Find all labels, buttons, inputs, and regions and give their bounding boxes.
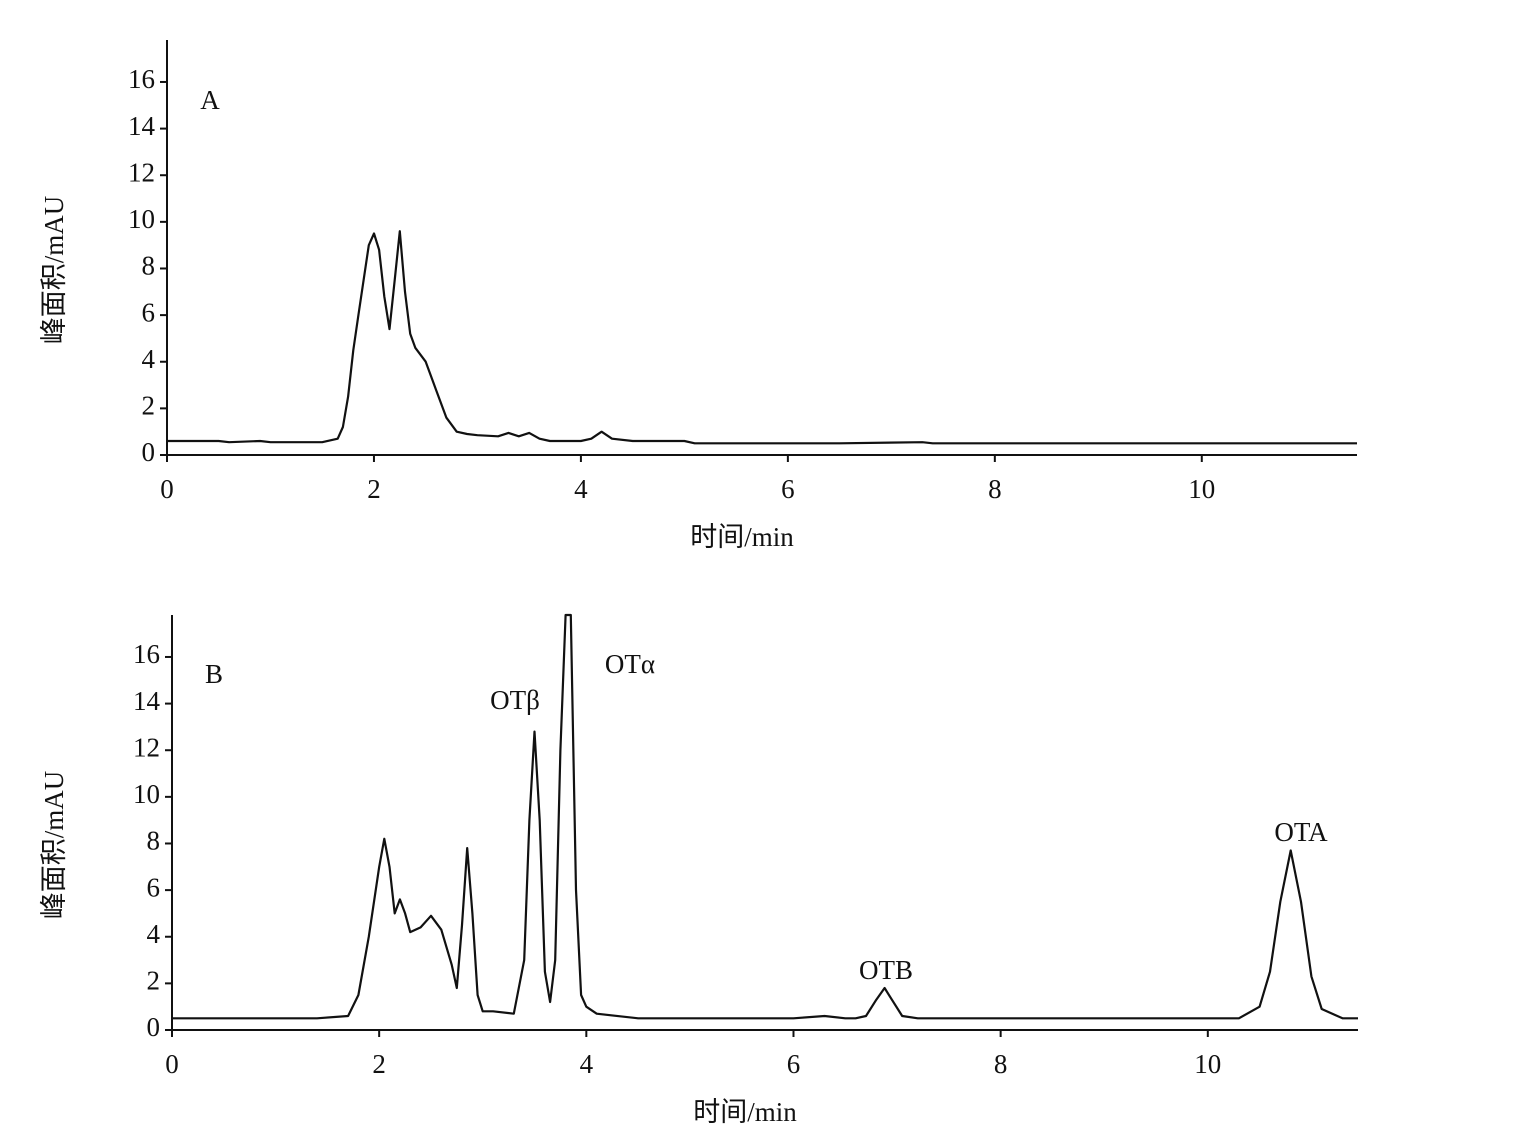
y-axis-label: 峰面积/mAU: [39, 196, 69, 345]
y-tick-label: 14: [133, 686, 161, 716]
y-tick-label: 12: [133, 732, 160, 762]
y-tick-label: 14: [128, 111, 156, 141]
x-tick-label: 8: [994, 1049, 1008, 1079]
y-tick-label: 10: [133, 779, 160, 809]
y-axis-label: 峰面积/mAU: [39, 771, 69, 920]
x-tick-label: 0: [160, 474, 174, 504]
panel-label: A: [200, 85, 220, 115]
x-tick-label: 4: [580, 1049, 594, 1079]
x-tick-label: 10: [1188, 474, 1215, 504]
y-tick-label: 10: [128, 204, 155, 234]
y-tick-label: 12: [128, 157, 155, 187]
peak-annotation: OTβ: [490, 685, 540, 715]
x-tick-label: 6: [781, 474, 795, 504]
peak-annotation: OTA: [1274, 817, 1328, 847]
x-tick-label: 8: [988, 474, 1002, 504]
y-tick-label: 8: [142, 251, 156, 281]
y-tick-label: 6: [147, 872, 161, 902]
peak-annotation: OTα: [605, 649, 655, 679]
chromatogram-line: [172, 613, 1358, 1020]
y-tick-label: 6: [142, 297, 156, 327]
x-tick-label: 10: [1194, 1049, 1221, 1079]
y-tick-label: 16: [128, 64, 155, 94]
x-tick-label: 6: [787, 1049, 801, 1079]
x-tick-label: 4: [574, 474, 588, 504]
x-axis-label: 时间/min: [693, 1097, 797, 1127]
y-tick-label: 0: [142, 437, 156, 467]
y-tick-label: 2: [147, 966, 161, 996]
panel-label: B: [205, 659, 223, 689]
y-tick-label: 16: [133, 639, 160, 669]
y-tick-label: 8: [147, 826, 161, 856]
y-tick-label: 4: [147, 919, 161, 949]
x-tick-label: 2: [367, 474, 381, 504]
chromatogram-line: [167, 230, 1357, 445]
peak-annotation: OTB: [859, 955, 913, 985]
x-axis-label: 时间/min: [690, 522, 794, 552]
y-tick-label: 2: [142, 391, 156, 421]
x-tick-label: 0: [165, 1049, 179, 1079]
y-tick-label: 4: [142, 344, 156, 374]
y-tick-label: 0: [147, 1012, 161, 1042]
x-tick-label: 2: [372, 1049, 386, 1079]
